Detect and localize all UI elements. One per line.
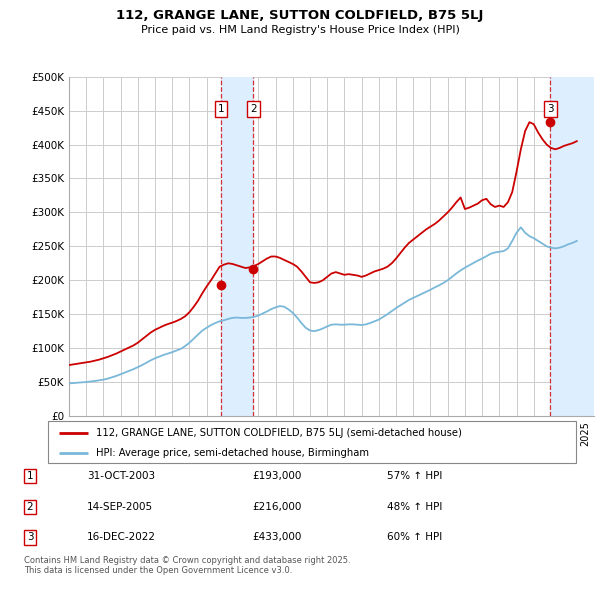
Text: 48% ↑ HPI: 48% ↑ HPI bbox=[387, 502, 442, 512]
Text: £216,000: £216,000 bbox=[252, 502, 301, 512]
Bar bbox=[221, 77, 253, 416]
Text: 112, GRANGE LANE, SUTTON COLDFIELD, B75 5LJ: 112, GRANGE LANE, SUTTON COLDFIELD, B75 … bbox=[116, 9, 484, 22]
Text: 1: 1 bbox=[218, 104, 224, 114]
Text: 112, GRANGE LANE, SUTTON COLDFIELD, B75 5LJ (semi-detached house): 112, GRANGE LANE, SUTTON COLDFIELD, B75 … bbox=[95, 428, 461, 438]
Text: 3: 3 bbox=[547, 104, 554, 114]
Text: HPI: Average price, semi-detached house, Birmingham: HPI: Average price, semi-detached house,… bbox=[95, 448, 368, 457]
FancyBboxPatch shape bbox=[48, 421, 576, 463]
Text: £433,000: £433,000 bbox=[252, 533, 301, 542]
Text: Price paid vs. HM Land Registry's House Price Index (HPI): Price paid vs. HM Land Registry's House … bbox=[140, 25, 460, 35]
Text: 60% ↑ HPI: 60% ↑ HPI bbox=[387, 533, 442, 542]
Bar bbox=[550, 77, 594, 416]
Text: 2: 2 bbox=[250, 104, 257, 114]
Text: 1: 1 bbox=[26, 471, 34, 481]
Text: 3: 3 bbox=[26, 533, 34, 542]
Text: 16-DEC-2022: 16-DEC-2022 bbox=[87, 533, 156, 542]
Text: 14-SEP-2005: 14-SEP-2005 bbox=[87, 502, 153, 512]
Text: 57% ↑ HPI: 57% ↑ HPI bbox=[387, 471, 442, 481]
Text: £193,000: £193,000 bbox=[252, 471, 301, 481]
Text: Contains HM Land Registry data © Crown copyright and database right 2025.
This d: Contains HM Land Registry data © Crown c… bbox=[24, 556, 350, 575]
Text: 31-OCT-2003: 31-OCT-2003 bbox=[87, 471, 155, 481]
Text: 2: 2 bbox=[26, 502, 34, 512]
